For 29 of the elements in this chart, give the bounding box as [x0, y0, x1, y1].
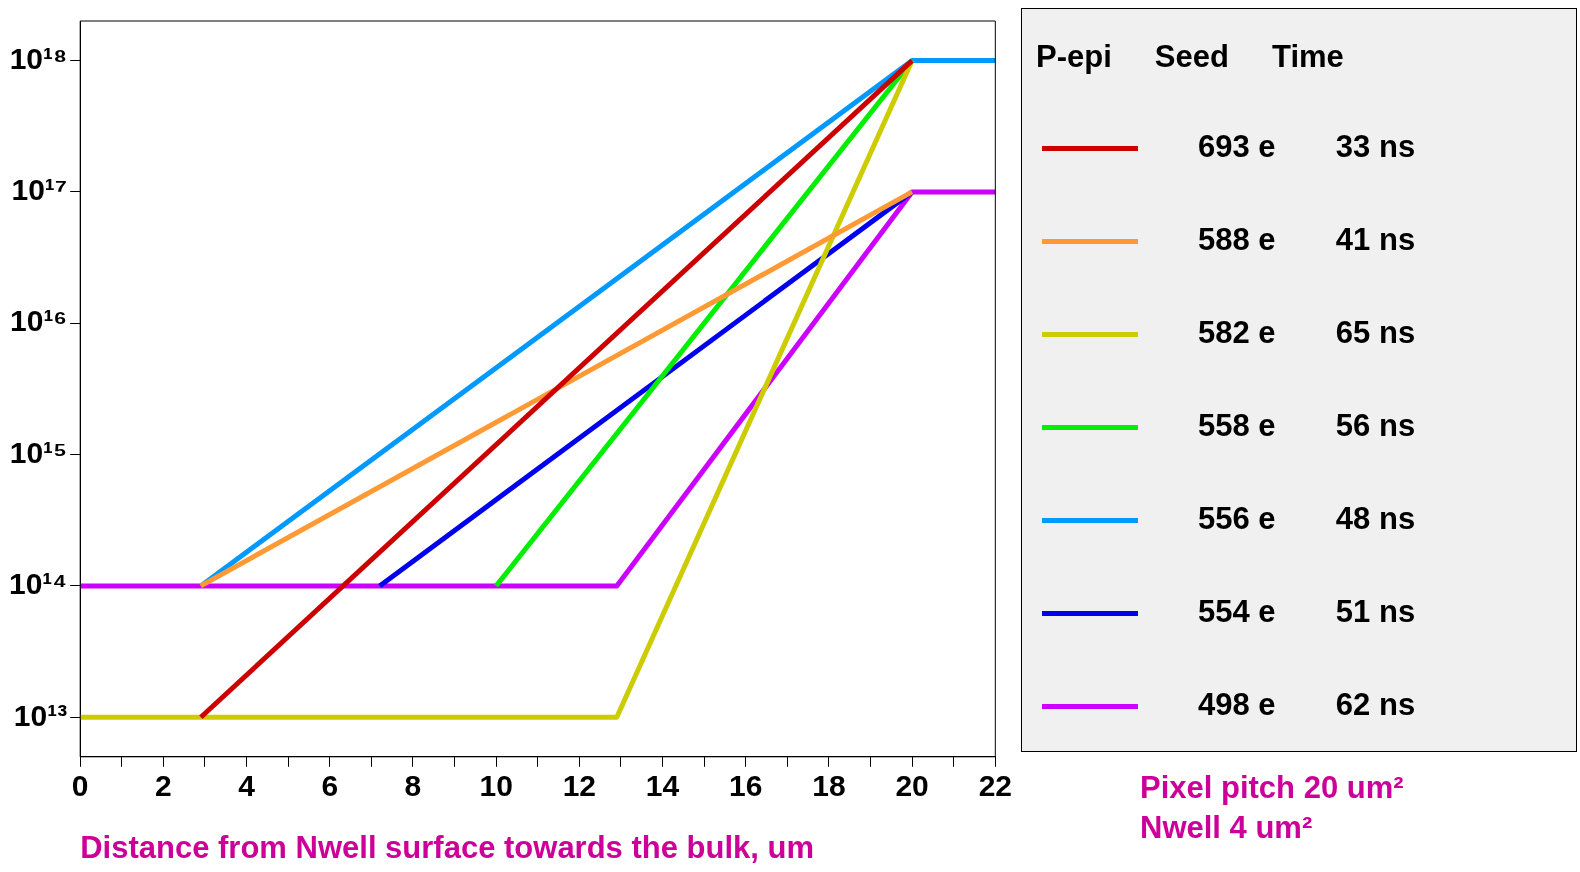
x-axis-title: Distance from Nwell surface towards the bulk, um [80, 829, 815, 865]
x-tick-label: 22 [978, 769, 1012, 803]
legend-label: 556 e 48 ns [1198, 501, 1416, 536]
x-tick-label: 0 [71, 769, 89, 803]
legend-label: 554 e 51 ns [1198, 594, 1416, 629]
y-tick-label: 10¹⁴ [9, 567, 68, 601]
x-tick-label: 6 [321, 769, 339, 803]
legend-title: P-epi Seed Time [1036, 39, 1344, 75]
x-tick-label: 16 [729, 769, 763, 803]
x-tick-label: 20 [895, 769, 929, 803]
legend-label: 582 e 65 ns [1198, 315, 1416, 350]
text: Pixel pitch 20 um² [1140, 769, 1404, 807]
legend-label: 588 e 41 ns [1198, 222, 1416, 257]
legend-label: 558 e 56 ns [1198, 408, 1416, 443]
x-tick-label: 8 [404, 769, 422, 803]
legend-label: 498 e 62 ns [1198, 687, 1416, 722]
x-tick-label: 14 [645, 769, 680, 803]
text: Nwell 4 um² [1140, 809, 1314, 847]
x-tick-label: 18 [812, 769, 846, 803]
y-tick-label: 10¹⁵ [9, 435, 68, 469]
y-tick-label: 10¹⁸ [9, 41, 68, 75]
x-tick-label: 10 [479, 769, 513, 803]
legend-label: 693 e 33 ns [1198, 129, 1416, 164]
y-tick-label: 10¹³ [13, 698, 68, 732]
y-tick-label: 10¹⁶ [10, 304, 68, 338]
x-tick-label: 12 [562, 769, 597, 803]
x-tick-label: 4 [238, 769, 256, 803]
x-tick-label: 2 [155, 769, 172, 803]
y-tick-label: 10¹⁷ [11, 173, 68, 207]
